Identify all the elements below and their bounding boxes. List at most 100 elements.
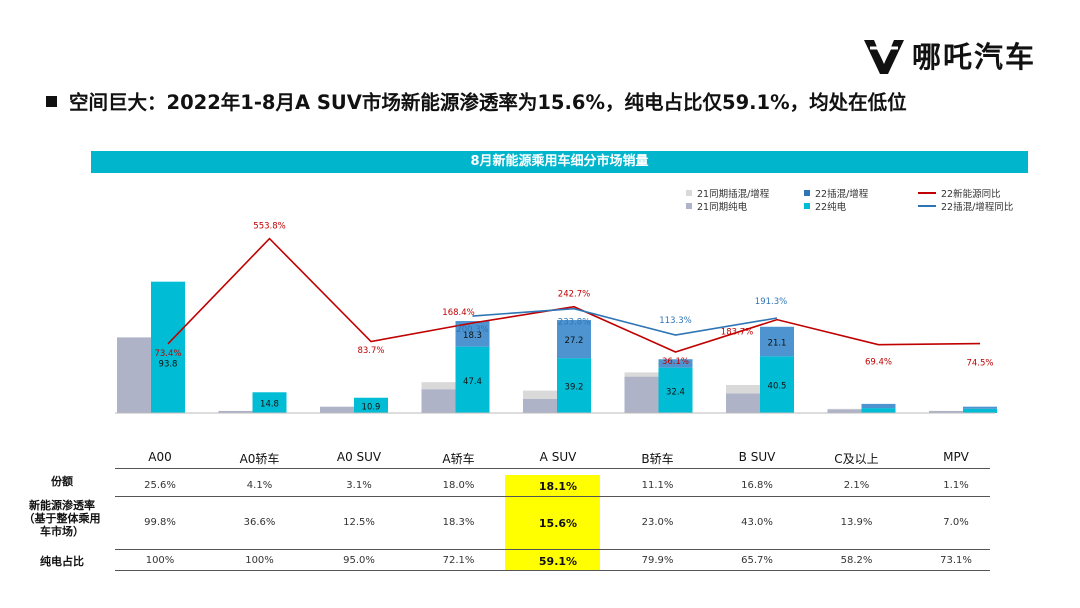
table-cell: 1.1% [943,480,969,491]
bar-22-bev [151,281,185,413]
table-header-cell: A SUV [539,450,577,464]
table-cell: 25.6% [144,480,176,491]
legend-swatch [804,190,810,196]
legend-nev-yoy: 22新能源同比 [918,186,1001,200]
data-label-nev-yoy: 168.4% [442,308,474,318]
data-label-phev22: 18.3 [463,331,482,341]
table-header-cell: B SUV [738,450,776,464]
legend-line [918,192,936,194]
legend-phev-yoy: 22插混/增程同比 [918,199,1013,213]
headline-text: 空间巨大：2022年1-8月A SUV市场新能源渗透率为15.6%，纯电占比仅5… [69,91,907,114]
data-label-nev-yoy: 74.5% [966,359,993,369]
data-label-bev22: 32.4 [666,387,685,397]
data-label-nev-yoy: 242.7% [558,290,590,300]
table-cell: 95.0% [343,555,375,566]
bar-21-phev [624,372,659,377]
bar-21-bev [421,389,456,413]
table-cell: 73.1% [940,555,972,566]
bar-22-bev [963,408,997,413]
table-header-cell: A0 SUV [336,450,382,464]
legend-swatch [686,203,692,209]
table-cell: 58.2% [840,555,873,566]
bar-22-bev [455,346,490,413]
bar-22-bev [760,356,794,413]
table-cell: 12.5% [343,517,375,528]
table-header-cell: A00 [148,450,172,464]
data-label-nev-yoy: 69.4% [865,358,892,368]
legend-line [918,205,936,207]
brand-logo: 哪吒汽车 [862,34,1036,76]
bar-21-bev [929,410,963,413]
chart-title: 8月新能源乘用车细分市场销量 [91,151,1028,173]
data-label-nev-yoy: 36.1% [662,357,689,367]
line-phev-yoy [472,307,778,336]
table-cell: 18.0% [442,480,475,491]
table-header-cell: B轿车 [641,452,674,466]
bar-22-bev [354,397,388,413]
brand-name: 哪吒汽车 [912,40,1037,74]
legend-bev22: 22纯电 [804,199,846,213]
bar-22-phev [963,406,997,409]
legend-label: 22插混/增程同比 [941,202,1014,213]
legend-phev22: 22插混/增程 [804,186,868,200]
table-cell: 16.8% [741,480,773,491]
bar-21-bev [624,376,659,413]
legend-label: 21同期纯电 [697,202,748,213]
data-label-phev-yoy: 233.8% [558,318,590,328]
table-row-label: 纯电占比 [40,555,84,568]
table-rule [115,468,990,469]
table-header-cell: C及以上 [834,452,879,466]
data-label-nev-yoy: 83.7% [357,346,384,356]
highlight-column-a-suv [505,475,600,570]
legend-label: 21同期插混/增程 [697,189,770,200]
table-cell: 23.0% [641,517,674,528]
table-cell: 7.0% [943,517,969,528]
data-label-phev-yoy: 200.3% [456,325,488,335]
data-label-phev-yoy: 113.3% [659,316,691,326]
data-label-phev22: 21.1 [768,339,787,349]
data-label-bev22: 47.4 [463,377,482,387]
bar-21-phev [726,385,760,394]
data-label-nev-yoy: 553.8% [253,222,285,232]
table-cell: 43.0% [741,517,773,528]
table-cell: 18.3% [442,517,475,528]
line-nev-yoy [167,237,981,353]
table-header-cell: A轿车 [442,452,475,466]
bar-22-phev [760,326,794,357]
table-cell: 13.9% [840,517,873,528]
data-label-phev22: 27.2 [565,336,584,346]
bar-21-bev [827,409,862,413]
bar-22-phev [557,320,591,359]
bar-22-bev [252,392,287,413]
legend-swatch [804,203,810,209]
table-header-cell: MPV [943,450,969,464]
data-label-bev22: 14.8 [260,400,279,410]
table-cell: 72.1% [442,555,475,566]
table-cell: 79.9% [641,555,674,566]
legend-swatch [686,190,692,196]
bar-21-bev [726,393,760,413]
bar-22-bev [861,408,896,413]
bar-22-phev [658,359,693,368]
bar-21-bev [523,399,557,413]
table-row-label: 新能源渗透率（基于整体乘用车市场） [23,499,101,538]
table-cell: 3.1% [346,480,372,491]
legend-phev21: 21同期插混/增程 [686,186,769,200]
legend-label: 22纯电 [815,202,847,213]
data-label-nev-yoy: 183.7% [721,328,753,338]
data-label-bev22: 10.9 [362,402,381,412]
table-cell: 2.1% [843,480,870,491]
neta-logo-icon [864,40,904,74]
data-label-bev22: 39.2 [565,383,584,393]
table-cell: 36.6% [243,517,276,528]
table-cell: 11.1% [641,480,674,491]
bar-21-phev [421,382,456,390]
table-cell: 4.1% [246,480,273,491]
bullet-square-icon [46,96,57,107]
legend-bev21: 21同期纯电 [686,199,747,213]
data-label-phev-yoy: 191.3% [755,297,787,307]
table-row-label: 份额 [51,475,73,488]
page-title: 空间巨大：2022年1-8月A SUV市场新能源渗透率为15.6%，纯电占比仅5… [46,86,907,115]
table-cell: 65.7% [741,555,773,566]
bar-22-bev [557,358,591,413]
